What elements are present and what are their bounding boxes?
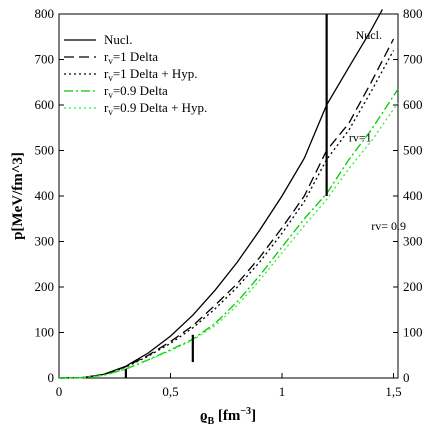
- annotation-nucl: Nucl.: [356, 28, 382, 42]
- series-lines: [58, 9, 399, 379]
- y-tick-label-left: 600: [35, 97, 55, 112]
- y-tick-label-left: 800: [35, 6, 55, 21]
- legend-label-rv1-delta: rv=1 Delta: [104, 49, 158, 66]
- y-axis-title: p[MeV/fm^3]: [10, 152, 26, 240]
- x-axis-title: ϱB [fm−3]: [200, 406, 256, 427]
- y-tick-label-right: 800: [403, 6, 423, 21]
- y-tick-label-left: 500: [35, 143, 55, 158]
- y-tick-label-left: 300: [35, 234, 55, 249]
- annotation-rv1: rv=1: [349, 130, 372, 144]
- legend: Nucl. rv=1 Delta rv=1 Delta + Hyp. rv=0.…: [64, 32, 207, 117]
- legend-label-rv09-delta: rv=0.9 Delta: [104, 83, 168, 100]
- y-tick-label-right: 300: [403, 234, 423, 249]
- x-tick-label: 0: [56, 384, 63, 399]
- y-tick-label-right: 500: [403, 143, 423, 158]
- marker-lines: [124, 14, 328, 378]
- x-tick-label: 1,5: [385, 384, 401, 399]
- legend-label-rv1-delta-hyp: rv=1 Delta + Hyp.: [104, 66, 198, 83]
- annotations: Nucl. rv=1 rv= 0.9: [349, 28, 406, 233]
- x-tick-label: 0,5: [162, 384, 178, 399]
- y-tick-label-right: 400: [403, 188, 423, 203]
- y-tick-label-left: 200: [35, 279, 55, 294]
- y-tick-label-left: 0: [48, 370, 55, 385]
- x-tick-label: 1: [279, 384, 286, 399]
- y-tick-label-right: 600: [403, 97, 423, 112]
- y-tick-label-left: 100: [35, 325, 55, 340]
- legend-label-nucl: Nucl.: [104, 32, 133, 47]
- series-line-4: [58, 102, 399, 379]
- legend-label-rv09-delta-hyp: rv=0.9 Delta + Hyp.: [104, 100, 207, 117]
- y-tick-label-left: 400: [35, 188, 55, 203]
- y-tick-label-right: 700: [403, 52, 423, 67]
- series-line-2: [58, 50, 395, 379]
- annotation-rv09: rv= 0.9: [371, 219, 406, 233]
- y-tick-label-left: 700: [35, 52, 55, 67]
- y-tick-label-right: 100: [403, 325, 423, 340]
- y-tick-label-right: 200: [403, 279, 423, 294]
- plot-frame: [58, 13, 399, 379]
- y-tick-label-right: 0: [403, 370, 410, 385]
